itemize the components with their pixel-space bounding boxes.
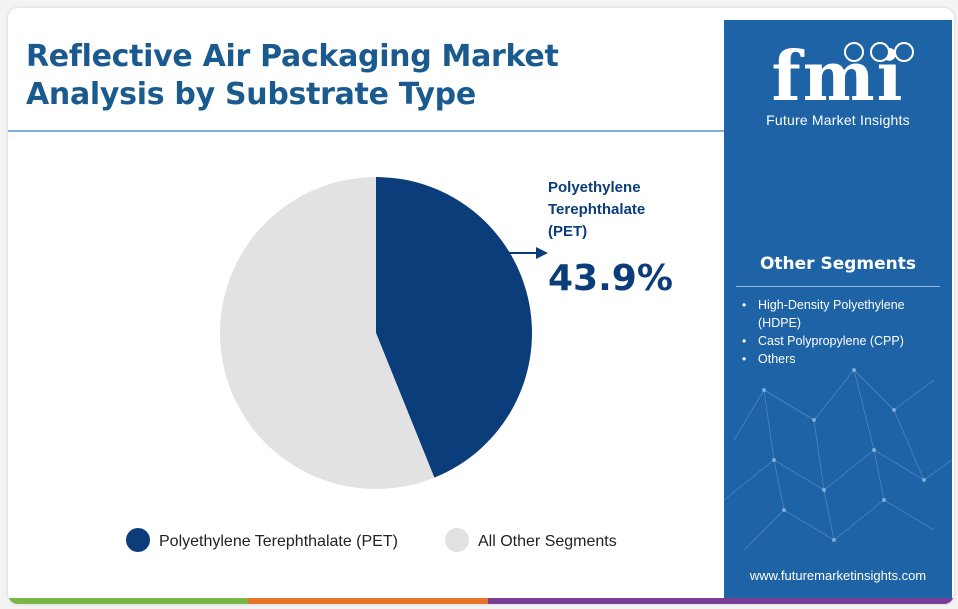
sidebar: fmi Future Market Insights Other Segment… [724,20,952,598]
pie-chart: Polyethylene Terephthalate (PET) 43.9% P… [126,177,673,552]
pie-slice-pet [376,177,533,478]
other-segments-heading: Other Segments [759,254,917,274]
infographic-card: Reflective Air Packaging Market Analysis… [8,8,954,604]
segment-item-cpp: Cast Polypropylene (CPP) [738,332,944,350]
bar-segment-orange [248,598,488,604]
logo-globe-icon [844,42,864,62]
bottom-color-bar [8,598,954,604]
callout-label-line-3: (PET) [548,223,587,240]
legend-label-other: All Other Segments [478,533,617,550]
other-segments-list: High-Density Polyethylene (HDPE) Cast Po… [738,296,944,368]
segment-item-hdpe: High-Density Polyethylene (HDPE) [738,296,944,332]
bar-segment-purple [488,598,954,604]
legend: Polyethylene Terephthalate (PET) All Oth… [126,528,617,552]
chart-panel: Reflective Air Packaging Market Analysis… [8,8,724,598]
logo-subtitle: Future Market Insights [766,112,910,128]
website-url[interactable]: www.futuremarketinsights.com [749,568,927,583]
callout-label-line-2: Terephthalate [548,201,645,218]
network-pattern [724,368,952,551]
legend-swatch-other [445,528,469,552]
bar-segment-green [8,598,248,604]
legend-swatch-pet [126,528,150,552]
pet-callout: Polyethylene Terephthalate (PET) 43.9% [508,179,673,299]
sidebar-divider [736,286,940,287]
callout-arrow-head [536,247,548,259]
logo-bulb-icon [870,42,890,62]
pie-slice-other [220,177,435,490]
fmi-logo: fmi [771,38,914,112]
chart-title: Reflective Air Packaging Market Analysis… [26,39,559,112]
title-divider [8,130,724,132]
callout-label-line-1: Polyethylene [548,179,641,196]
legend-label-pet: Polyethylene Terephthalate (PET) [159,533,398,550]
segment-item-others: Others [738,350,944,368]
callout-value: 43.9% [548,258,673,299]
logo-gear-icon [894,42,914,62]
